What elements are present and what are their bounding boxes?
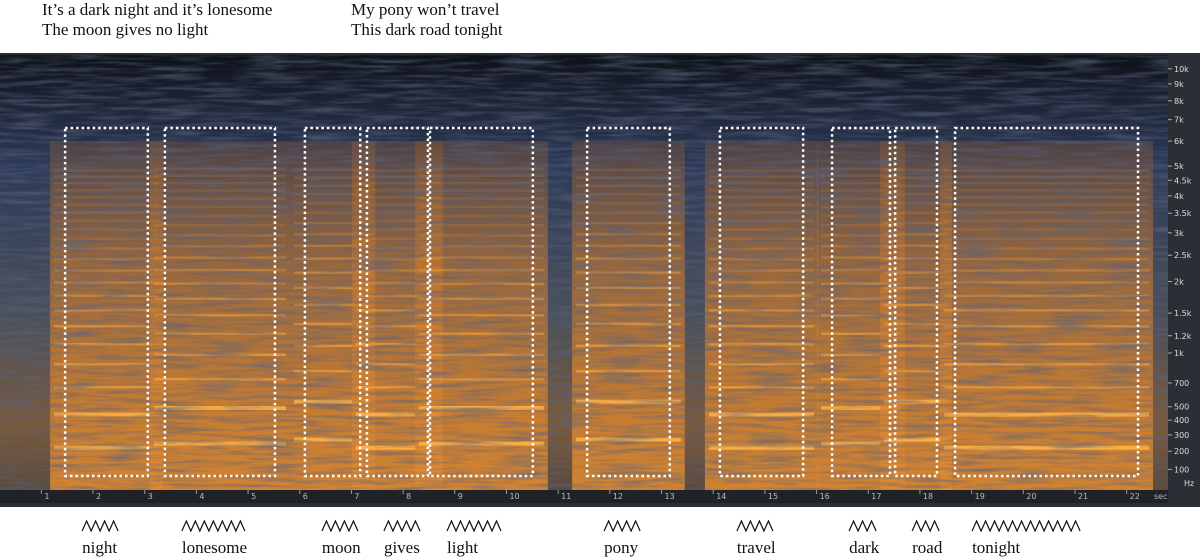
y-tick-label: 3k (1174, 229, 1184, 238)
word-label: pony (604, 538, 639, 557)
lyric-line: My pony won’t travel (351, 0, 500, 19)
pitch-contour-icon (848, 519, 877, 533)
x-tick-label: 11 (561, 492, 571, 501)
y-tick-label: 10k (1174, 65, 1189, 74)
x-tick-label: 2 (96, 492, 101, 501)
y-tick-label: 4k (1174, 192, 1184, 201)
x-tick-label: 22 (1130, 492, 1140, 501)
y-tick-label: 3.5k (1174, 209, 1192, 218)
lyric-line: The moon gives no light (42, 20, 208, 39)
word-box (893, 126, 939, 478)
y-tick-label: 1.2k (1174, 332, 1192, 341)
x-tick-label: 1 (44, 492, 49, 501)
pitch-contour-icon (383, 519, 421, 533)
word-label: light (447, 538, 478, 557)
x-tick-label: 16 (820, 492, 830, 501)
word-label: gives (384, 538, 420, 557)
pitch-contour-icon (911, 519, 940, 533)
pitch-contour-icon (971, 519, 1081, 533)
lyric-line: This dark road tonight (351, 20, 503, 39)
x-tick-label: 17 (871, 492, 881, 501)
y-tick-label: 2k (1174, 277, 1184, 286)
time-axis-bar (0, 490, 1168, 503)
y-tick-label: 8k (1174, 97, 1184, 106)
y-tick-label: 500 (1174, 403, 1189, 412)
word-box (428, 126, 535, 478)
y-tick-label: 2.5k (1174, 251, 1192, 260)
x-tick-label: 8 (406, 492, 411, 501)
time-unit: sec (1154, 492, 1168, 501)
x-tick-label: 18 (923, 492, 933, 501)
word-label: travel (737, 538, 776, 557)
freq-unit: Hz (1184, 479, 1194, 488)
y-tick-label: 9k (1174, 80, 1184, 89)
pitch-contour-icon (736, 519, 774, 533)
y-tick-label: 7k (1174, 116, 1184, 125)
word-label: road (912, 538, 943, 557)
word-label: dark (849, 538, 880, 557)
x-tick-label: 14 (716, 492, 726, 501)
spectrogram-noise (0, 55, 1168, 490)
x-tick-label: 9 (458, 492, 463, 501)
y-tick-label: 5k (1174, 162, 1184, 171)
pitch-contour-icon (321, 519, 359, 533)
x-tick-label: 21 (1078, 492, 1088, 501)
pitch-contour-icon (603, 519, 641, 533)
y-tick-label: 200 (1174, 447, 1189, 456)
x-tick-label: 6 (303, 492, 308, 501)
y-tick-label: 1.5k (1174, 309, 1192, 318)
pitch-contour-icon (446, 519, 502, 533)
word-box (718, 126, 805, 478)
word-box (303, 126, 362, 478)
pitch-contour-icon (181, 519, 246, 533)
x-tick-label: 20 (1026, 492, 1036, 501)
word-label: lonesome (182, 538, 247, 557)
x-tick-label: 5 (251, 492, 256, 501)
x-tick-label: 3 (148, 492, 153, 501)
word-box (830, 126, 892, 478)
y-tick-label: 4.5k (1174, 176, 1192, 185)
word-box (163, 126, 277, 478)
x-tick-label: 12 (613, 492, 623, 501)
word-label: tonight (972, 538, 1020, 557)
annotations: 1 2 3 4 5 6 7 8 9 10 11 12 13 14 15 16 17 18 19 20 21 22 sec10… (40, 65, 1194, 557)
word-box (953, 126, 1140, 478)
y-tick-label: 6k (1174, 137, 1184, 146)
y-tick-label: 700 (1174, 379, 1189, 388)
x-tick-label: 7 (354, 492, 359, 501)
pitch-contour-icon (81, 519, 119, 533)
word-label: night (82, 538, 117, 557)
y-tick-label: 400 (1174, 416, 1189, 425)
lyric-line: It’s a dark night and it’s lonesome (42, 0, 272, 19)
word-label: moon (322, 538, 361, 557)
x-tick-label: 19 (975, 492, 985, 501)
word-box (365, 126, 430, 478)
x-tick-label: 10 (509, 492, 519, 501)
y-tick-label: 100 (1174, 465, 1189, 474)
x-tick-label: 4 (199, 492, 204, 501)
y-tick-label: 1k (1174, 349, 1184, 358)
y-tick-label: 300 (1174, 431, 1189, 440)
x-tick-label: 13 (665, 492, 675, 501)
x-tick-label: 15 (768, 492, 778, 501)
